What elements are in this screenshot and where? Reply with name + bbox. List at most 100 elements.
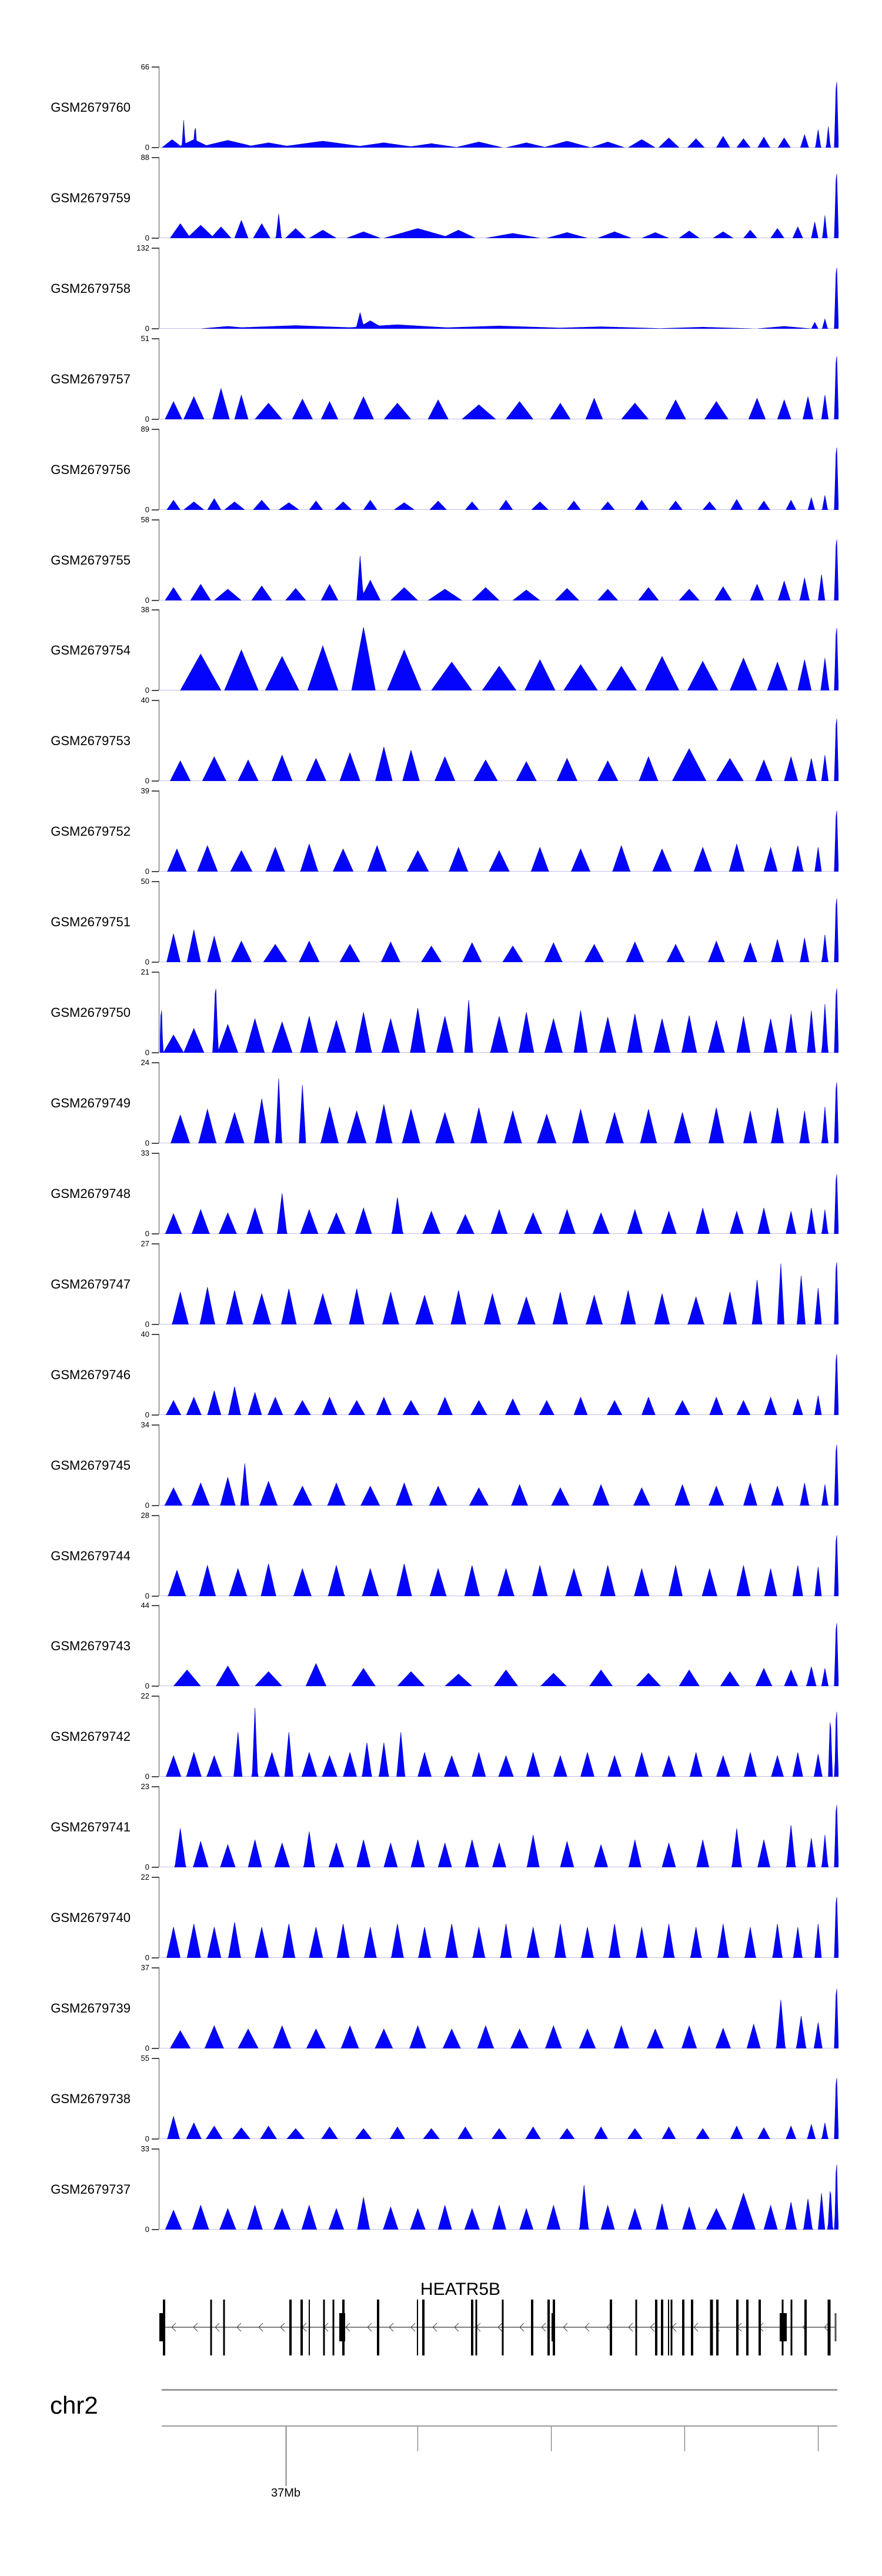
exon [323, 2300, 325, 2355]
strand-arrow-icon [410, 2323, 416, 2332]
exon [531, 2300, 533, 2355]
sample-track: GSM2679756 89 0 [0, 425, 882, 514]
y-axis-max-label: 34 [141, 1420, 149, 1429]
y-axis-tick [152, 1686, 159, 1687]
y-axis-tick [152, 328, 159, 329]
strand-arrow-icon [454, 2323, 459, 2332]
y-axis-max-label: 58 [141, 515, 149, 524]
track-label: GSM2679752 [51, 824, 131, 839]
exon [422, 2300, 425, 2355]
y-axis-tick [152, 1515, 159, 1516]
y-axis-zero-label: 0 [145, 1229, 149, 1238]
y-axis-tick [152, 1867, 159, 1868]
exon [746, 2300, 749, 2355]
exon [635, 2300, 637, 2355]
y-axis-max-label: 23 [141, 1782, 149, 1791]
strand-arrow-icon [606, 2323, 612, 2332]
gene-model [159, 2300, 837, 2355]
track-label: GSM2679758 [51, 281, 131, 296]
sample-track: GSM2679739 37 0 [0, 1963, 882, 2053]
y-axis-tick [152, 1786, 159, 1787]
y-axis-max-label: 22 [141, 1691, 149, 1700]
y-axis-zero-label: 0 [145, 1863, 149, 1871]
coverage-area [160, 1897, 838, 1958]
y-axis-zero-label: 0 [145, 957, 149, 966]
coverage-area [160, 1623, 838, 1686]
track-label: GSM2679742 [51, 1729, 131, 1744]
y-axis-zero-label: 0 [145, 1048, 149, 1057]
coverage-area [160, 898, 838, 962]
y-axis-tick [152, 519, 159, 520]
track-label: GSM2679749 [51, 1096, 131, 1110]
sample-track: GSM2679754 38 0 [0, 605, 882, 695]
track-label: GSM2679737 [51, 2182, 131, 2197]
y-axis-zero-label: 0 [145, 1320, 149, 1329]
y-axis-tick [152, 2138, 159, 2140]
y-axis-tick [152, 157, 159, 158]
y-axis-zero-label: 0 [145, 143, 149, 152]
exon [502, 2300, 504, 2355]
y-axis-max-label: 66 [141, 62, 149, 71]
y-axis-max-label: 50 [141, 877, 149, 886]
y-axis-zero-label: 0 [145, 1591, 149, 1600]
strand-arrow-icon [367, 2323, 372, 2332]
strand-arrow-icon [519, 2323, 524, 2332]
y-axis-tick [152, 871, 159, 872]
exon [475, 2300, 477, 2355]
y-axis-max-label: 33 [141, 2144, 149, 2153]
y-axis-tick [152, 147, 159, 148]
strand-arrow-icon [650, 2323, 655, 2332]
y-axis-tick [152, 1877, 159, 1878]
strand-arrow-icon [497, 2323, 503, 2332]
y-axis-max-label: 44 [141, 1601, 149, 1610]
y-axis-tick [152, 1776, 159, 1777]
minor-tick [417, 2427, 418, 2451]
sample-track: GSM2679737 33 0 [0, 2144, 882, 2234]
y-axis-max-label: 24 [141, 1058, 149, 1067]
sample-track: GSM2679750 21 0 [0, 967, 882, 1057]
track-label: GSM2679760 [51, 100, 131, 115]
track-label: GSM2679754 [51, 643, 131, 658]
y-axis-tick [152, 1424, 159, 1426]
strand-arrow-icon [215, 2323, 220, 2332]
y-axis-zero-label: 0 [145, 233, 149, 242]
y-axis-tick [152, 1414, 159, 1416]
y-axis-tick [152, 690, 159, 691]
exon [790, 2300, 793, 2355]
y-axis-zero-label: 0 [145, 1139, 149, 1147]
y-axis-max-label: 40 [141, 696, 149, 705]
track-label: GSM2679739 [51, 2001, 131, 2016]
y-axis-tick [152, 248, 159, 249]
y-axis-max-label: 89 [141, 425, 149, 433]
sample-track: GSM2679749 24 0 [0, 1058, 882, 1147]
strand-arrow-icon [541, 2323, 546, 2332]
y-axis-tick [152, 419, 159, 420]
gene-title: HEATR5B [420, 2280, 501, 2299]
track-label: GSM2679748 [51, 1186, 131, 1201]
coverage-area [160, 448, 838, 510]
track-label: GSM2679747 [51, 1277, 131, 1292]
strand-arrow-icon [171, 2323, 176, 2332]
strand-arrow-icon [563, 2323, 568, 2332]
exon [309, 2300, 310, 2355]
coverage-area [160, 1262, 838, 1324]
y-axis-tick [152, 1233, 159, 1234]
exon [670, 2300, 673, 2355]
y-axis-max-label: 38 [141, 605, 149, 614]
exon [827, 2300, 831, 2355]
y-axis-zero-label: 0 [145, 776, 149, 785]
sample-track: GSM2679753 40 0 [0, 696, 882, 785]
exon [610, 2300, 612, 2355]
coverage-area [160, 2164, 838, 2230]
exon [781, 2300, 784, 2355]
track-label: GSM2679759 [51, 191, 131, 205]
exon [300, 2300, 303, 2355]
coverage-area [160, 1805, 838, 1867]
y-axis-zero-label: 0 [145, 686, 149, 695]
y-axis-max-label: 27 [141, 1239, 149, 1248]
exon [759, 2300, 761, 2355]
track-label: GSM2679740 [51, 1910, 131, 1925]
exon [661, 2300, 663, 2355]
track-label: GSM2679744 [51, 1549, 131, 1563]
y-axis-tick [152, 1596, 159, 1597]
